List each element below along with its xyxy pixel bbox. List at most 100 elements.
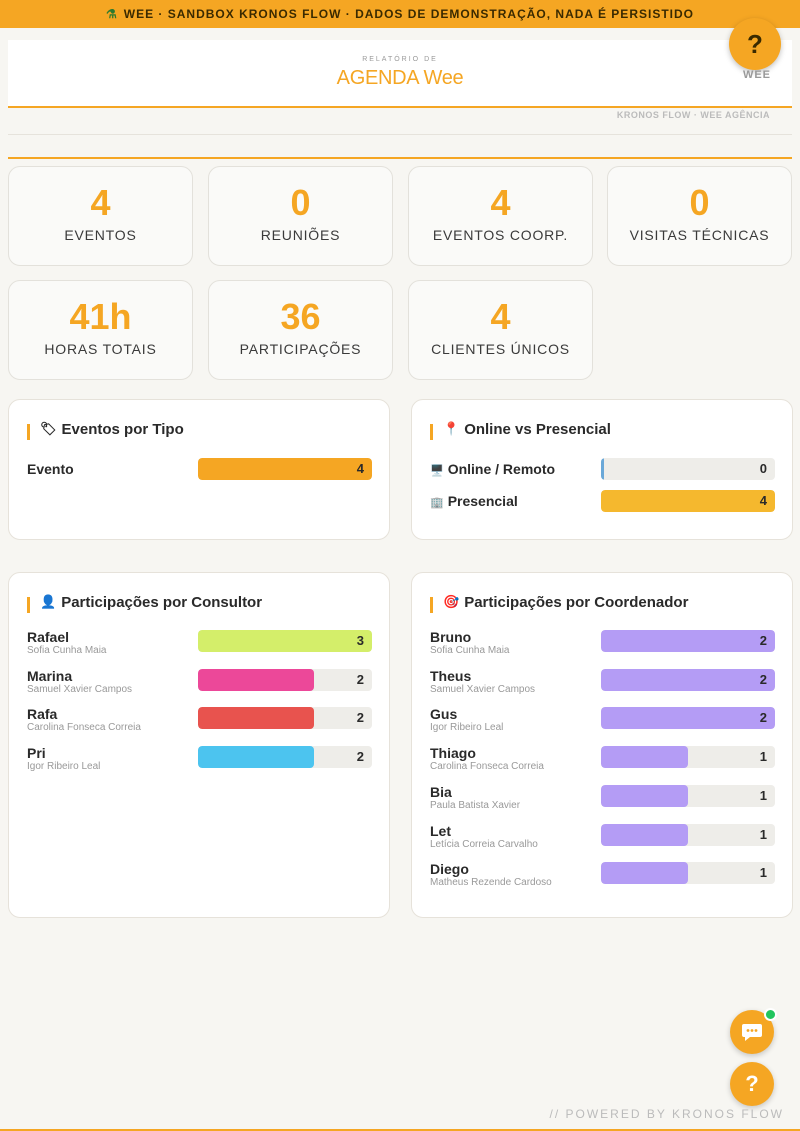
row-name: Thiago (430, 745, 476, 761)
bar-track: 1 (601, 784, 775, 807)
title-accent (430, 424, 433, 440)
online-status-dot (764, 1008, 777, 1021)
panel-participacoes-por-coordenador: 🎯 Participações por Coordenador Bruno Sof… (411, 572, 793, 918)
stat-card-reunioes: 0 REUNIÕES (208, 166, 393, 266)
row-name: Let (430, 823, 451, 839)
bar-track: 2 (198, 746, 372, 769)
row-name-text: Marina (27, 667, 73, 684)
bar-row: Rafa Carolina Fonseca Correia 2 (27, 706, 372, 734)
monitor-icon: 🖥️ (430, 465, 444, 477)
panel-title: 🎯 Participações por Coordenador (430, 591, 688, 613)
panel-title-text: Participações por Consultor (61, 593, 263, 611)
bar-track: 2 (198, 668, 372, 691)
chat-icon (742, 1024, 762, 1041)
panel-title-text: Participações por Coordenador (464, 593, 689, 611)
powered-by: // POWERED BY KRONOS FLOW (549, 1107, 784, 1121)
panel-participacoes-por-consultor: 👤 Participações por Consultor Rafael Sofi… (8, 572, 390, 918)
bar-value: 2 (356, 710, 364, 726)
bar-value: 0 (759, 461, 767, 476)
bar-fill (601, 668, 775, 691)
help-button[interactable]: ? (729, 18, 781, 70)
row-name-text: Pri (27, 745, 46, 762)
report-subtitle: RELATÓRIO DE (362, 56, 438, 63)
row-subtitle: Igor Ribeiro Leal (27, 761, 101, 773)
bar-value: 2 (356, 749, 364, 765)
flask-icon: ⚗ (105, 7, 118, 21)
pin-icon: 📍 (443, 421, 460, 436)
row-name-text: Evento (27, 461, 74, 477)
row-name: Bia (430, 784, 452, 800)
row-name-text: Rafa (27, 706, 58, 723)
row-name-text: Theus (430, 667, 472, 684)
tag-icon: 🏷 (40, 421, 57, 436)
row-name-text: Let (430, 822, 451, 839)
bar-track: 2 (601, 707, 775, 730)
building-icon: 🏢 (430, 497, 444, 509)
bar-fill (601, 862, 688, 885)
bar-track: 0 (601, 458, 775, 480)
panel-title: 🏷 Eventos por Tipo (27, 418, 184, 440)
banner-text: WEE · SANDBOX KRONOS FLOW · DADOS DE DEM… (123, 7, 694, 21)
bar-fill (601, 458, 604, 480)
stat-label: REUNIÕES (260, 227, 341, 243)
row-name: Bruno (430, 629, 471, 645)
row-subtitle: Matheus Rezende Cardoso (430, 877, 552, 889)
person-icon: 👤 (40, 594, 57, 609)
report-header: RELATÓRIO DE AGENDA Wee (8, 40, 792, 108)
bar-fill (601, 707, 775, 730)
help-fab-button[interactable]: ? (730, 1062, 774, 1106)
row-name: Rafael (27, 629, 69, 645)
bar-value: 1 (759, 826, 767, 842)
row-name-text: Gus (430, 706, 458, 723)
bar-track: 1 (601, 862, 775, 885)
stat-card-eventos-coorp: 4 EVENTOS COORP. (408, 166, 593, 266)
bar-row: Gus Igor Ribeiro Leal 2 (430, 706, 775, 734)
bar-track: 3 (198, 630, 372, 652)
row-subtitle: Paula Batista Xavier (430, 799, 521, 811)
stat-value: 36 (280, 296, 321, 337)
bar-track: 2 (601, 630, 775, 652)
bar-row: Theus Samuel Xavier Campos 2 (430, 668, 775, 696)
row-subtitle: Sofia Cunha Maia (27, 645, 107, 656)
bar-row: Evento 4 (27, 457, 372, 485)
row-name: Marina (27, 668, 72, 684)
panel-eventos-por-tipo: 🏷 Eventos por Tipo Evento 4 (8, 399, 390, 540)
bar-fill (198, 668, 314, 691)
sandbox-banner: ⚗ WEE · SANDBOX KRONOS FLOW · DADOS DE D… (0, 0, 800, 28)
stat-value: 4 (490, 296, 511, 337)
bar-row: Let Letícia Correia Carvalho 1 (430, 823, 775, 851)
row-name-text: Bruno (430, 629, 472, 645)
help-label: WEE (742, 69, 771, 81)
stat-label: VISITAS TÉCNICAS (629, 227, 770, 243)
stat-label: HORAS TOTAIS (44, 341, 157, 357)
stat-card-horas-totais: 41h HORAS TOTAIS (8, 280, 193, 380)
bar-value: 2 (759, 710, 767, 726)
bar-value: 4 (759, 493, 767, 508)
bar-fill (601, 823, 688, 846)
row-subtitle: Igor Ribeiro Leal (430, 722, 504, 734)
bar-row: 🏢 Presencial 4 (430, 489, 775, 517)
row-name: Theus (430, 668, 471, 684)
panel-online-vs-presencial: 📍 Online vs Presencial 🖥️ Online / Remoto… (411, 399, 793, 540)
bar-fill (601, 784, 688, 807)
stat-label: EVENTOS COORP. (432, 227, 569, 243)
bar-value: 2 (759, 633, 767, 648)
bar-track: 1 (601, 746, 775, 769)
title-accent (27, 597, 30, 613)
bar-value: 3 (356, 633, 364, 648)
stat-value: 41h (69, 296, 132, 337)
stat-label: PARTICIPAÇÕES (239, 341, 362, 357)
bar-row: Rafael Sofia Cunha Maia 3 (27, 629, 372, 657)
bar-track: 1 (601, 823, 775, 846)
bar-row: 🖥️ Online / Remoto 0 (430, 457, 775, 485)
bar-fill (198, 707, 314, 730)
panel-title: 📍 Online vs Presencial (430, 418, 611, 440)
panel-title-text: Online vs Presencial (464, 420, 611, 438)
stat-card-eventos: 4 EVENTOS (8, 166, 193, 266)
stat-value: 4 (490, 182, 511, 223)
report-source: KRONOS FLOW · WEE AGÊNCIA (616, 110, 770, 120)
stat-card-clientes-unicos: 4 CLIENTES ÚNICOS (408, 280, 593, 380)
row-name-text: Rafael (27, 629, 70, 645)
row-subtitle: Carolina Fonseca Correia (430, 761, 544, 773)
bar-fill (601, 746, 688, 769)
